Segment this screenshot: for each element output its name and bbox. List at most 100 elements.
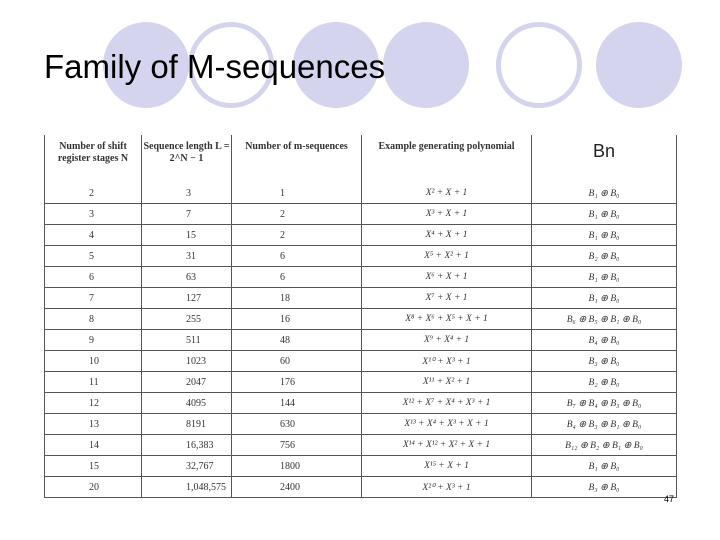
cell-count: 630	[231, 413, 362, 435]
cell-stages: 10	[44, 350, 142, 372]
table-row: 4 15 2 X⁴ + X + 1 B₁ ⊕ B₀	[44, 224, 677, 246]
cell-bn: B₁ ⊕ B₀	[531, 224, 677, 246]
table-row: 20 1,048,575 2400 X²⁰ + X³ + 1 B₃ ⊕ B₀	[44, 476, 677, 498]
cell-polynomial: X¹³ + X⁴ + X³ + X + 1	[361, 413, 532, 435]
table-header-row: Number of shift register stages N Sequen…	[44, 135, 677, 183]
cell-count: 6	[231, 245, 362, 267]
cell-bn: B₁ ⊕ B₀	[531, 455, 677, 477]
cell-length: 1023	[141, 350, 232, 372]
m-sequence-table-container: Number of shift register stages N Sequen…	[44, 135, 677, 498]
table-row: 7 127 18 X⁷ + X + 1 B₁ ⊕ B₀	[44, 287, 677, 309]
cell-length: 15	[141, 224, 232, 246]
decor-circle-2	[188, 22, 274, 108]
cell-length: 511	[141, 329, 232, 351]
cell-polynomial: X⁴ + X + 1	[361, 224, 532, 246]
cell-bn: B₁₂ ⊕ B₂ ⊕ B₁ ⊕ B₀	[531, 434, 677, 456]
table-row: 3 7 2 X³ + X + 1 B₁ ⊕ B₀	[44, 203, 677, 225]
cell-stages: 12	[44, 392, 142, 414]
decor-circle-4	[383, 22, 469, 108]
cell-stages: 2	[44, 183, 142, 204]
cell-length: 7	[141, 203, 232, 225]
cell-bn: B₁ ⊕ B₀	[531, 183, 677, 204]
cell-length: 32,767	[141, 455, 232, 477]
table-row: 10 1023 60 X¹⁰ + X³ + 1 B₃ ⊕ B₀	[44, 350, 677, 372]
cell-polynomial: X²⁰ + X³ + 1	[361, 476, 532, 498]
cell-bn: B₆ ⊕ B₅ ⊕ B₁ ⊕ B₀	[531, 308, 677, 330]
table-row: 9 511 48 X⁹ + X⁴ + 1 B₄ ⊕ B₀	[44, 329, 677, 351]
page-number: 47	[664, 494, 675, 504]
header-stages: Number of shift register stages N	[44, 135, 142, 183]
table-row: 13 8191 630 X¹³ + X⁴ + X³ + X + 1 B₄ ⊕ B₃ ⊕ …	[44, 413, 677, 435]
cell-polynomial: X⁹ + X⁴ + 1	[361, 329, 532, 351]
header-count: Number of m-sequences	[231, 135, 362, 183]
cell-count: 176	[231, 371, 362, 393]
cell-length: 8191	[141, 413, 232, 435]
cell-stages: 7	[44, 287, 142, 309]
cell-bn: B₄ ⊕ B₀	[531, 329, 677, 351]
cell-polynomial: X¹⁴ + X¹² + X² + X + 1	[361, 434, 532, 456]
cell-bn: B₄ ⊕ B₃ ⊕ B₁ ⊕ B₀	[531, 413, 677, 435]
table-row: 15 32,767 1800 X¹⁵ + X + 1 B₁ ⊕ B₀	[44, 455, 677, 477]
cell-count: 18	[231, 287, 362, 309]
cell-polynomial: X⁷ + X + 1	[361, 287, 532, 309]
cell-length: 16,383	[141, 434, 232, 456]
cell-length: 1,048,575	[141, 476, 232, 498]
cell-stages: 20	[44, 476, 142, 498]
cell-count: 1	[231, 183, 362, 204]
cell-bn: B₁ ⊕ B₀	[531, 287, 677, 309]
cell-bn: B₇ ⊕ B₄ ⊕ B₃ ⊕ B₀	[531, 392, 677, 414]
cell-count: 6	[231, 266, 362, 288]
cell-count: 2	[231, 224, 362, 246]
cell-bn: B₃ ⊕ B₀	[531, 476, 677, 498]
table-row: 2 3 1 X² + X + 1 B₁ ⊕ B₀	[44, 183, 677, 204]
slide-title: Family of M-sequences	[44, 48, 386, 85]
cell-bn: B₁ ⊕ B₀	[531, 266, 677, 288]
decor-circle-5	[496, 22, 582, 108]
table-row: 5 31 6 X⁵ + X² + 1 B₂ ⊕ B₀	[44, 245, 677, 267]
cell-stages: 9	[44, 329, 142, 351]
table-row: 6 63 6 X⁶ + X + 1 B₁ ⊕ B₀	[44, 266, 677, 288]
cell-stages: 6	[44, 266, 142, 288]
cell-polynomial: X¹¹ + X² + 1	[361, 371, 532, 393]
cell-count: 1800	[231, 455, 362, 477]
table-body: 2 3 1 X² + X + 1 B₁ ⊕ B₀ 3 7 2 X³ + X + 1 B₁ ⊕ B₀…	[44, 183, 677, 498]
cell-bn: B₂ ⊕ B₀	[531, 245, 677, 267]
cell-stages: 5	[44, 245, 142, 267]
header-bn: Bn	[592, 141, 616, 161]
cell-length: 3	[141, 183, 232, 204]
cell-count: 756	[231, 434, 362, 456]
cell-bn: B₁ ⊕ B₀	[531, 203, 677, 225]
table-row: 8 255 16 X⁸ + X⁶ + X⁵ + X + 1 B₆ ⊕ B₅ ⊕ B₁ ⊕…	[44, 308, 677, 330]
cell-stages: 15	[44, 455, 142, 477]
table-row: 11 2047 176 X¹¹ + X² + 1 B₂ ⊕ B₀	[44, 371, 677, 393]
cell-length: 127	[141, 287, 232, 309]
cell-length: 2047	[141, 371, 232, 393]
cell-stages: 14	[44, 434, 142, 456]
cell-polynomial: X⁵ + X² + 1	[361, 245, 532, 267]
cell-count: 2400	[231, 476, 362, 498]
cell-count: 48	[231, 329, 362, 351]
header-polynomial: Example generating polynomial	[361, 135, 532, 183]
cell-count: 2	[231, 203, 362, 225]
cell-polynomial: X¹⁰ + X³ + 1	[361, 350, 532, 372]
cell-count: 144	[231, 392, 362, 414]
cell-bn: B₃ ⊕ B₀	[531, 350, 677, 372]
cell-polynomial: X⁶ + X + 1	[361, 266, 532, 288]
decor-circle-1	[103, 22, 189, 108]
cell-length: 4095	[141, 392, 232, 414]
cell-count: 16	[231, 308, 362, 330]
table-row: 12 4095 144 X¹² + X⁷ + X⁴ + X³ + 1 B₇ ⊕ B₄ ⊕…	[44, 392, 677, 414]
cell-stages: 11	[44, 371, 142, 393]
cell-stages: 8	[44, 308, 142, 330]
cell-stages: 13	[44, 413, 142, 435]
cell-length: 255	[141, 308, 232, 330]
decor-circle-3	[293, 22, 379, 108]
cell-polynomial: X¹⁵ + X + 1	[361, 455, 532, 477]
m-sequence-table: Number of shift register stages N Sequen…	[44, 135, 677, 498]
cell-count: 60	[231, 350, 362, 372]
header-length: Sequence length L = 2^N − 1	[141, 135, 232, 183]
cell-length: 63	[141, 266, 232, 288]
cell-polynomial: X³ + X + 1	[361, 203, 532, 225]
cell-stages: 4	[44, 224, 142, 246]
cell-stages: 3	[44, 203, 142, 225]
